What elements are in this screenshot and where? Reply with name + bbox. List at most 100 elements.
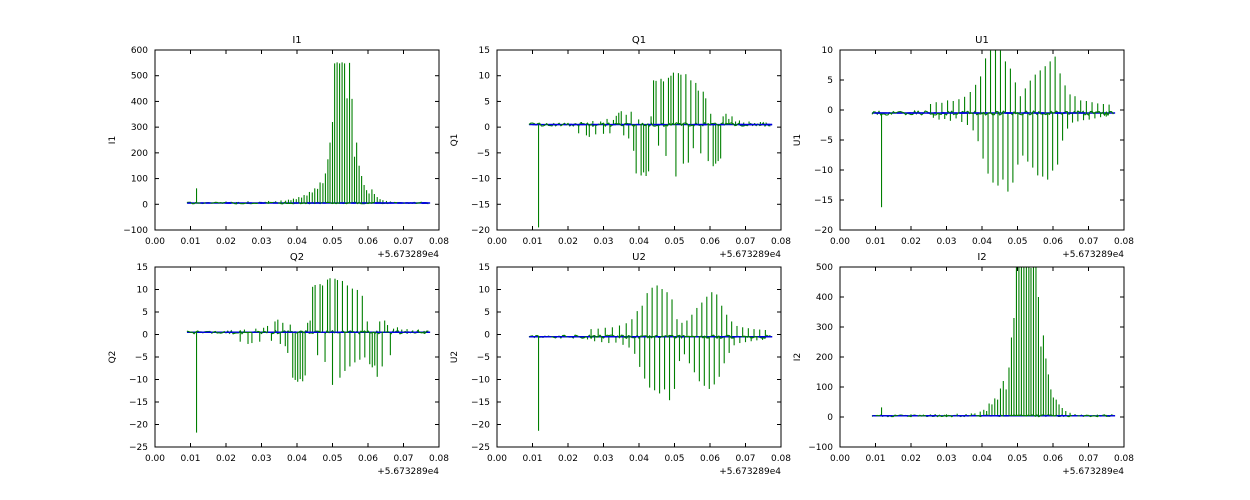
x-tick-label: 0.08 bbox=[771, 454, 791, 464]
x-tick-label: 0.01 bbox=[180, 454, 200, 464]
subplot-title: Q2 bbox=[290, 252, 304, 263]
subplot-Q2: Q2 Q2 0.00 0.01 0.02 0.03 0.04 0.05 0.06 0.07 0.08… bbox=[108, 252, 449, 477]
x-tick-label: 0.06 bbox=[358, 237, 378, 247]
y-tick-label: −20 bbox=[129, 421, 148, 431]
x-tick-label: 0.04 bbox=[972, 454, 992, 464]
x-tick-label: 0.03 bbox=[936, 454, 956, 464]
x-tick-label: 0.01 bbox=[865, 237, 885, 247]
x-tick-label: 0.03 bbox=[593, 237, 613, 247]
x-tick-label: 0.05 bbox=[664, 454, 684, 464]
y-tick-label: 200 bbox=[816, 353, 833, 363]
y-tick-label: −20 bbox=[471, 421, 490, 431]
x-tick-label: 0.01 bbox=[865, 454, 885, 464]
x-tick-label: 0.02 bbox=[216, 454, 236, 464]
x-tick-label: 0.02 bbox=[901, 454, 921, 464]
subplot-I1: I1 I1 0.00 0.01 0.02 0.03 0.04 0.05 0.06 0.07 0.08… bbox=[108, 35, 449, 260]
x-tick-label: 0.02 bbox=[901, 237, 921, 247]
x-axis-offset-label: +5.673289e4 bbox=[719, 467, 781, 477]
subplot-U2: U2 U2 0.00 0.01 0.02 0.03 0.04 0.05 0.06 0.07 0.08… bbox=[450, 252, 791, 477]
y-tick-label: −20 bbox=[471, 226, 490, 236]
y-tick-label: −10 bbox=[471, 376, 490, 386]
y-axis-label: U1 bbox=[793, 134, 803, 146]
x-axis-offset-label: +5.673289e4 bbox=[377, 250, 439, 260]
y-tick-label: 0 bbox=[827, 413, 833, 423]
x-tick-label: 0.06 bbox=[1043, 237, 1063, 247]
axes-frame bbox=[154, 266, 440, 448]
axes-frame bbox=[496, 49, 782, 231]
x-tick-label: 0.04 bbox=[972, 237, 992, 247]
y-tick-label: 15 bbox=[479, 46, 490, 56]
y-tick-label: −10 bbox=[471, 175, 490, 185]
y-tick-label: 200 bbox=[131, 149, 148, 159]
x-tick-label: 0.08 bbox=[429, 454, 449, 464]
x-tick-label: 0.07 bbox=[1078, 454, 1098, 464]
y-tick-label: −5 bbox=[820, 136, 833, 146]
y-axis-label: Q2 bbox=[108, 351, 118, 364]
y-tick-label: 10 bbox=[137, 286, 149, 296]
y-tick-label: 0 bbox=[484, 123, 490, 133]
y-tick-label: −15 bbox=[814, 196, 833, 206]
x-tick-label: 0.01 bbox=[522, 454, 542, 464]
x-tick-label: 0.02 bbox=[558, 237, 578, 247]
x-tick-label: 0.05 bbox=[664, 237, 684, 247]
x-axis-offset-label: +5.673289e4 bbox=[719, 250, 781, 260]
axes-frame bbox=[496, 266, 782, 448]
x-tick-label: 0.05 bbox=[1007, 454, 1027, 464]
x-tick-label: 0.04 bbox=[287, 454, 307, 464]
x-tick-label: 0.08 bbox=[1114, 237, 1134, 247]
y-tick-label: 100 bbox=[131, 175, 148, 185]
y-tick-label: −5 bbox=[477, 149, 490, 159]
x-axis-offset-label: +5.673289e4 bbox=[1062, 250, 1124, 260]
subplot-I2: I2 I2 0.00 0.01 0.02 0.03 0.04 0.05 0.06 0.07 0.08… bbox=[793, 252, 1134, 477]
x-tick-label: 0.03 bbox=[593, 454, 613, 464]
y-tick-label: −100 bbox=[808, 443, 833, 453]
x-tick-label: 0.00 bbox=[487, 454, 507, 464]
x-tick-label: 0.00 bbox=[487, 237, 507, 247]
x-tick-label: 0.06 bbox=[1043, 454, 1063, 464]
y-tick-label: 0 bbox=[484, 331, 490, 341]
y-tick-label: −100 bbox=[123, 226, 148, 236]
x-tick-label: 0.07 bbox=[735, 454, 755, 464]
y-tick-label: 0 bbox=[142, 331, 148, 341]
axes-frame bbox=[839, 266, 1125, 448]
y-tick-label: 10 bbox=[822, 46, 834, 56]
x-tick-label: 0.03 bbox=[251, 454, 271, 464]
x-tick-label: 0.07 bbox=[393, 454, 413, 464]
x-tick-label: 0.03 bbox=[251, 237, 271, 247]
y-tick-label: 0 bbox=[142, 200, 148, 210]
y-tick-label: 100 bbox=[816, 383, 833, 393]
y-tick-label: 15 bbox=[479, 263, 490, 273]
y-tick-label: −10 bbox=[814, 166, 833, 176]
x-tick-label: 0.05 bbox=[322, 237, 342, 247]
subplot-title: I1 bbox=[292, 35, 301, 46]
y-tick-label: −10 bbox=[129, 376, 148, 386]
x-tick-label: 0.04 bbox=[629, 237, 649, 247]
y-axis-label: Q1 bbox=[450, 134, 460, 147]
y-tick-label: −25 bbox=[129, 443, 148, 453]
x-tick-label: 0.04 bbox=[287, 237, 307, 247]
y-tick-label: −25 bbox=[471, 443, 490, 453]
y-tick-label: 500 bbox=[816, 263, 833, 273]
y-tick-label: 5 bbox=[484, 308, 490, 318]
y-tick-label: −15 bbox=[471, 398, 490, 408]
x-tick-label: 0.00 bbox=[830, 454, 850, 464]
x-tick-label: 0.00 bbox=[145, 454, 165, 464]
subplot-title: U2 bbox=[632, 252, 646, 263]
y-tick-label: −20 bbox=[814, 226, 833, 236]
y-tick-label: −5 bbox=[135, 353, 148, 363]
x-tick-label: 0.05 bbox=[322, 454, 342, 464]
x-tick-label: 0.04 bbox=[629, 454, 649, 464]
subplot-U1: U1 U1 0.00 0.01 0.02 0.03 0.04 0.05 0.06 0.07 0.08… bbox=[793, 35, 1134, 260]
x-tick-label: 0.08 bbox=[1114, 454, 1134, 464]
y-tick-label: 500 bbox=[131, 72, 148, 82]
x-tick-label: 0.07 bbox=[735, 237, 755, 247]
x-tick-label: 0.06 bbox=[358, 454, 378, 464]
x-tick-label: 0.06 bbox=[700, 237, 720, 247]
y-tick-label: −5 bbox=[477, 353, 490, 363]
x-tick-label: 0.05 bbox=[1007, 237, 1027, 247]
x-tick-label: 0.08 bbox=[771, 237, 791, 247]
y-tick-label: −15 bbox=[129, 398, 148, 408]
x-axis-offset-label: +5.673289e4 bbox=[377, 467, 439, 477]
